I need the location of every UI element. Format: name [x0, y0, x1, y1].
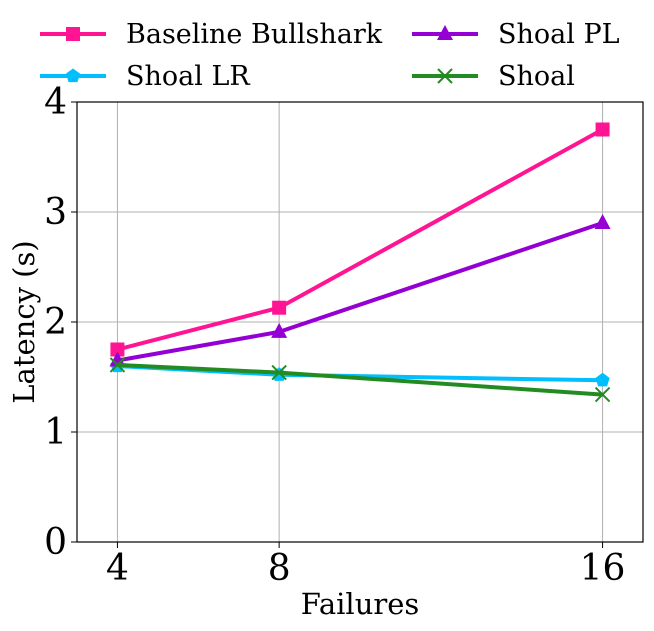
data-point-baseline-bullshark	[272, 300, 287, 315]
legend-entry-shoal-lr: Shoal LR	[40, 61, 250, 92]
series-shoal-pl	[109, 214, 611, 367]
data-point-shoal-pl	[271, 322, 288, 338]
y-axis-label: Latency (s)	[7, 240, 41, 403]
y-tick-label: 4	[44, 82, 67, 123]
series-baseline-bullshark	[110, 122, 610, 357]
series-layer	[109, 122, 611, 403]
legend-marker	[437, 25, 453, 40]
legend: Baseline Bullshark Shoal LR Shoal PL Shoal	[40, 19, 620, 92]
y-tick-label: 3	[44, 192, 67, 233]
legend-label: Shoal LR	[126, 61, 250, 92]
legend-entry-baseline-bullshark: Baseline Bullshark	[40, 19, 383, 50]
legend-label: Shoal PL	[498, 19, 620, 50]
y-tick-label: 1	[44, 412, 67, 453]
legend-label: Baseline Bullshark	[126, 19, 383, 50]
grid	[77, 101, 643, 543]
series-shoal-lr	[110, 358, 610, 387]
data-point-shoal	[594, 386, 611, 403]
series-shoal	[109, 357, 611, 403]
axis-ticks: 4 8 16 0 1 2 3 4	[44, 82, 625, 589]
legend-entry-shoal-pl: Shoal PL	[412, 19, 620, 50]
legend-marker	[437, 68, 453, 84]
data-point-baseline-bullshark	[595, 122, 610, 137]
x-tick-label: 8	[268, 548, 291, 589]
x-axis-label: Failures	[301, 587, 420, 621]
x-tick-label: 4	[106, 548, 129, 589]
series-line-baseline-bullshark	[116, 127, 604, 352]
x-tick-label: 16	[580, 548, 626, 589]
data-point-shoal-lr	[595, 372, 610, 387]
y-tick-label: 2	[44, 302, 67, 343]
legend-marker	[65, 68, 81, 83]
legend-marker	[66, 27, 80, 41]
y-tick-label: 0	[44, 522, 67, 563]
x-marker-stroke	[109, 357, 126, 373]
x-marker-stroke	[594, 386, 611, 403]
x-marker-stroke	[271, 364, 287, 381]
data-point-shoal	[109, 357, 126, 373]
series-line-shoal-pl	[117, 221, 604, 363]
legend-label: Shoal	[498, 61, 575, 92]
data-point-shoal-pl	[594, 214, 611, 229]
data-point-shoal	[271, 364, 287, 381]
legend-entry-shoal: Shoal	[412, 61, 575, 92]
data-point-shoal-pl	[109, 351, 126, 367]
data-point-baseline-bullshark	[110, 342, 125, 357]
x-marker-stroke	[437, 68, 453, 84]
